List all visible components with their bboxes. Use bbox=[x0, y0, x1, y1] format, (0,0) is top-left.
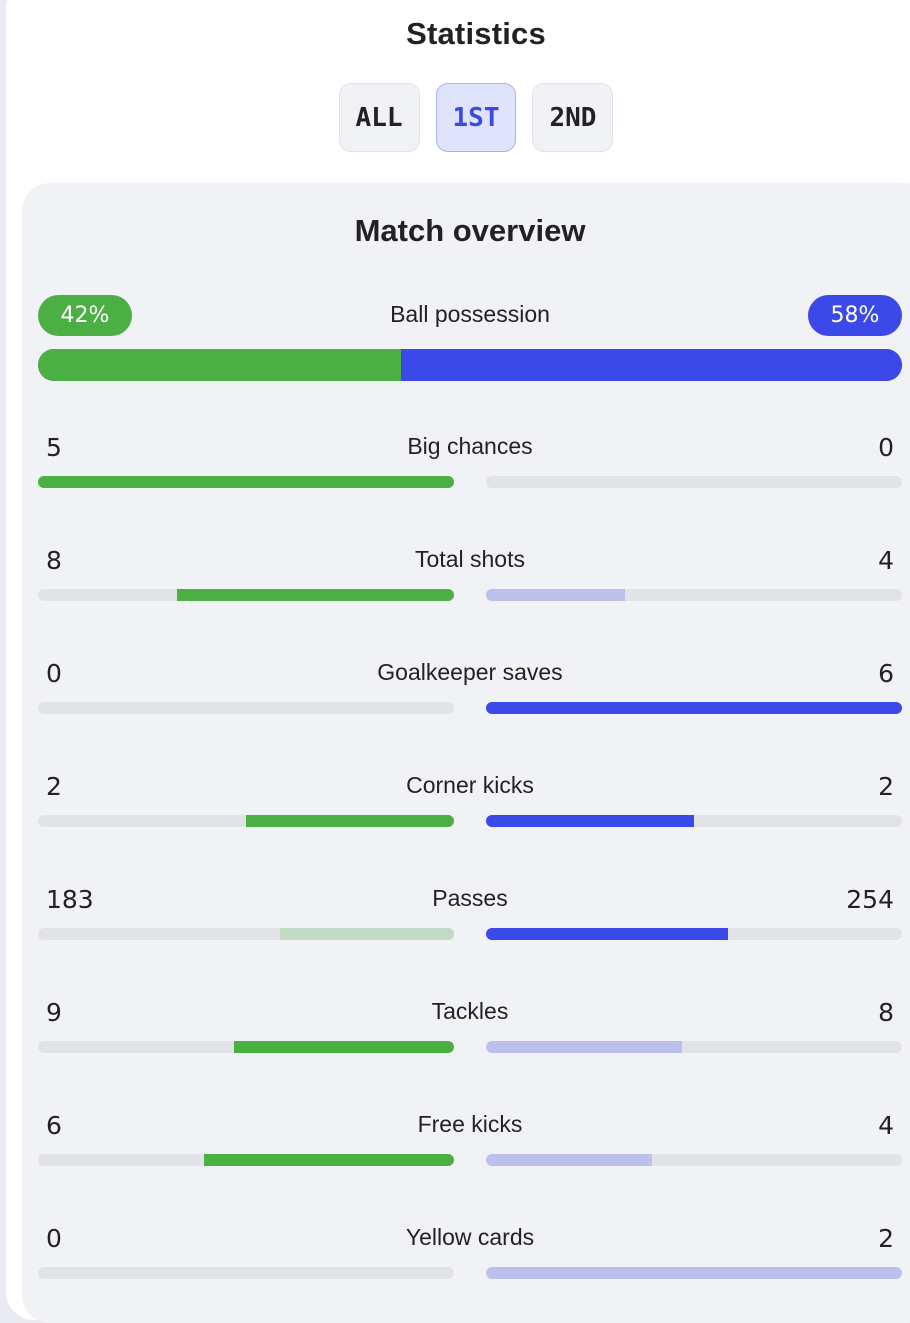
stat-row-total-shots: 8 Total shots 4 bbox=[38, 546, 902, 626]
home-bar-fill bbox=[233, 1041, 454, 1053]
away-value: 2 bbox=[878, 772, 894, 801]
stat-row-tackles: 9 Tackles 8 bbox=[38, 998, 902, 1078]
home-bar bbox=[38, 476, 454, 488]
away-bar-fill bbox=[486, 702, 902, 714]
possession-bar bbox=[38, 349, 902, 381]
tab-2nd[interactable]: 2ND bbox=[532, 83, 614, 152]
tab-all[interactable]: ALL bbox=[338, 83, 420, 152]
away-value: 4 bbox=[878, 1111, 894, 1140]
tab-1st[interactable]: 1ST bbox=[435, 83, 517, 152]
home-bar bbox=[38, 1041, 454, 1053]
away-bar bbox=[486, 476, 902, 488]
away-value: 2 bbox=[878, 1224, 894, 1253]
home-bar-fill bbox=[204, 1154, 454, 1166]
away-possession-fill bbox=[400, 349, 902, 381]
stat-label: Free kicks bbox=[417, 1111, 523, 1137]
stat-row-goalkeeper-saves: 0 Goalkeeper saves 6 bbox=[38, 659, 902, 739]
away-value: 254 bbox=[846, 885, 894, 914]
home-bar-fill bbox=[246, 815, 454, 827]
stat-row-yellow-cards: 0 Yellow cards 2 bbox=[38, 1224, 902, 1304]
away-value: 0 bbox=[878, 433, 894, 462]
home-value: 0 bbox=[46, 1224, 62, 1253]
home-value: 5 bbox=[46, 433, 62, 462]
away-value: 4 bbox=[878, 546, 894, 575]
home-possession-badge: 42% bbox=[38, 295, 132, 336]
stat-label: Goalkeeper saves bbox=[377, 659, 563, 685]
away-bar bbox=[486, 1154, 902, 1166]
home-possession-fill bbox=[38, 349, 401, 381]
away-value: 8 bbox=[878, 998, 894, 1027]
away-bar-fill bbox=[486, 928, 728, 940]
home-bar-fill bbox=[38, 476, 454, 488]
home-bar bbox=[38, 928, 454, 940]
away-bar bbox=[486, 1267, 902, 1279]
possession-label: Ball possession bbox=[390, 301, 550, 327]
away-bar-fill bbox=[486, 1154, 653, 1166]
home-bar bbox=[38, 589, 454, 601]
home-bar bbox=[38, 702, 454, 714]
away-bar bbox=[486, 702, 902, 714]
away-bar-fill bbox=[486, 1041, 682, 1053]
away-possession-badge: 58% bbox=[808, 295, 902, 336]
stat-label: Total shots bbox=[415, 546, 525, 572]
away-bar bbox=[486, 1041, 902, 1053]
home-bar bbox=[38, 815, 454, 827]
away-bar bbox=[486, 928, 902, 940]
stat-label: Corner kicks bbox=[406, 772, 534, 798]
stat-row-big-chances: 5 Big chances 0 bbox=[38, 433, 902, 513]
home-bar bbox=[38, 1267, 454, 1279]
stat-label: Passes bbox=[432, 885, 508, 911]
home-bar-fill bbox=[176, 589, 454, 601]
home-value: 183 bbox=[46, 885, 94, 914]
home-bar bbox=[38, 1154, 454, 1166]
section-title: Match overview bbox=[354, 213, 586, 248]
away-bar bbox=[486, 589, 902, 601]
match-overview-card: Match overview 42% Ball possession 58% 5… bbox=[22, 183, 910, 1323]
home-bar-fill bbox=[279, 928, 454, 940]
away-bar-fill bbox=[486, 815, 694, 827]
home-value: 0 bbox=[46, 659, 62, 688]
away-bar-fill bbox=[486, 1267, 902, 1279]
stat-row-corner-kicks: 2 Corner kicks 2 bbox=[38, 772, 902, 852]
away-bar-fill bbox=[486, 589, 625, 601]
home-value: 9 bbox=[46, 998, 62, 1027]
home-value: 6 bbox=[46, 1111, 62, 1140]
stat-row-free-kicks: 6 Free kicks 4 bbox=[38, 1111, 902, 1191]
away-value: 6 bbox=[878, 659, 894, 688]
stat-label: Tackles bbox=[431, 998, 509, 1024]
home-value: 8 bbox=[46, 546, 62, 575]
stat-row-passes: 183 Passes 254 bbox=[38, 885, 902, 965]
page-title: Statistics bbox=[406, 16, 546, 51]
period-tabs: ALL 1ST 2ND bbox=[6, 83, 910, 152]
home-value: 2 bbox=[46, 772, 62, 801]
stat-label: Yellow cards bbox=[405, 1224, 535, 1250]
stat-label: Big chances bbox=[407, 433, 533, 459]
away-bar bbox=[486, 815, 902, 827]
